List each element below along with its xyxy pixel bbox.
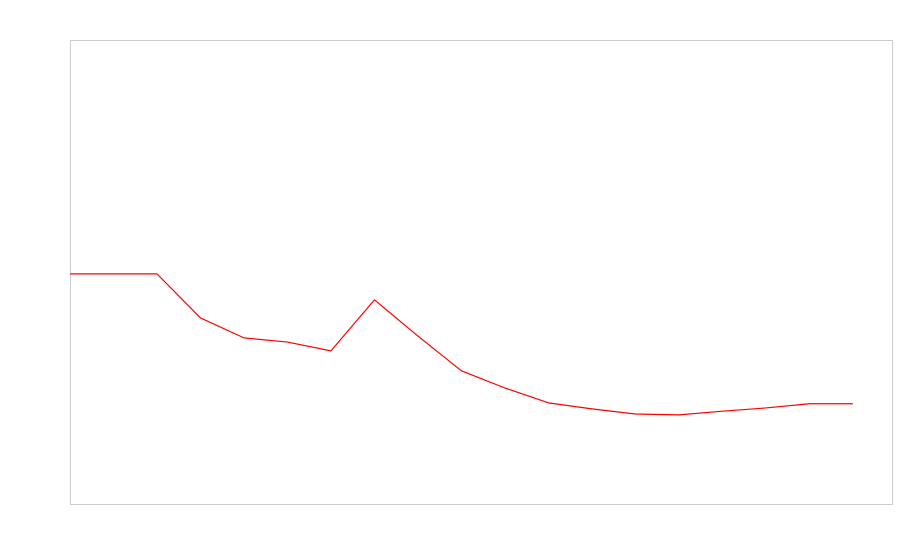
- plot-frame: [70, 40, 893, 505]
- data-line: [70, 273, 853, 416]
